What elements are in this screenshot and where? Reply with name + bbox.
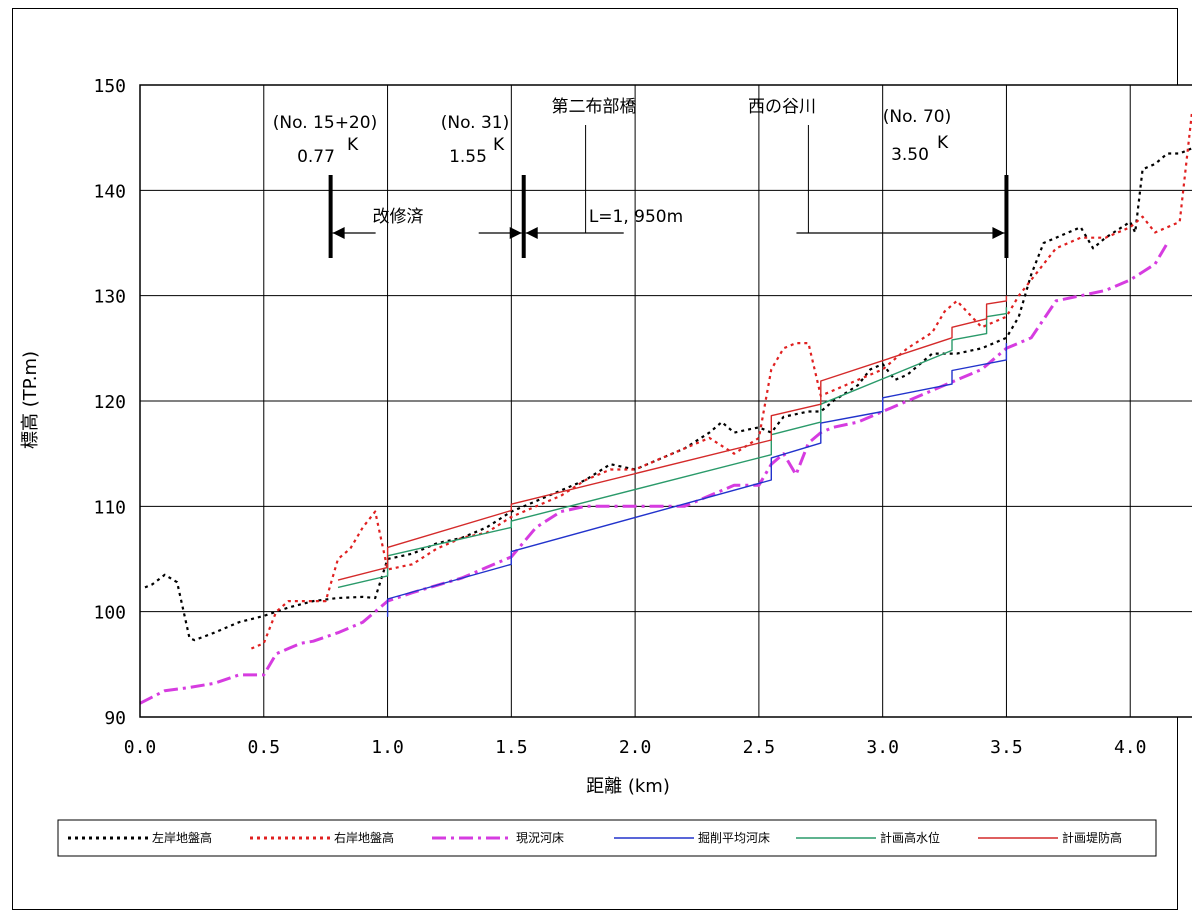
y-tick-label: 90 [104,708,126,729]
legend-label: 計画堤防高 [1062,830,1122,845]
legend: 左岸地盤高 右岸地盤高 現況河床 掘削平均河床 計画高水位 計画堤防高 [68,830,1122,845]
annotation-no15-k: K [347,135,359,155]
annotation-no70-k: K [937,133,949,153]
series-line [337,307,1008,589]
series-line [337,295,1008,581]
y-tick-label: 100 [93,603,126,624]
x-tick-labels: 0.00.51.01.52.02.53.03.54.04.5 [124,737,1147,758]
x-tick-label: 2.5 [743,737,776,758]
x-tick-label: 2.0 [619,737,652,758]
annotation-no70-label: (No. 70) [883,107,952,127]
annotation-length: L=1, 950m [589,207,683,227]
x-tick-label: 4.0 [1114,737,1147,758]
annotation-no31-label: (No. 31) [441,113,510,133]
x-tick-label: 3.0 [866,737,899,758]
arrow-head [332,227,345,239]
plot-border [139,84,1192,718]
x-tick-label: 1.5 [495,737,528,758]
legend-label: 右岸地盤高 [334,830,394,845]
legend-label: 現況河床 [516,830,564,845]
gridlines [140,85,1192,717]
y-tick-label: 120 [93,392,126,413]
legend-box [57,819,1157,857]
y-tick-label: 130 [93,287,126,308]
y-axis-label: 標高 (TP.m) [20,351,41,449]
series-line [144,147,1192,642]
annotation-no15-label: (No. 15+20) [273,113,377,133]
x-tick-label: 3.5 [990,737,1023,758]
annotation-tributary: 西の谷川 [748,97,816,117]
legend-label: 計画高水位 [880,830,940,845]
annotation-no70-km: 3.50 [891,145,929,165]
legend-label: 掘削平均河床 [698,830,770,845]
arrow-head [509,227,522,239]
y-tick-label: 140 [93,181,126,202]
series-group [139,111,1192,705]
annotation-no31-k: K [493,135,505,155]
annotation-lines [328,125,1009,258]
arrow-head [525,227,538,239]
x-tick-label: 0.5 [248,737,281,758]
legend-label: 左岸地盤高 [152,830,212,845]
series-line [386,343,1008,617]
x-axis-label: 距離 (km) [586,776,670,797]
annotation-no15-km: 0.77 [297,147,335,167]
annotation-improved: 改修済 [373,207,424,227]
x-tick-label: 1.0 [371,737,404,758]
annotation-bridge: 第二布部橋 [552,97,637,117]
annotation-no31-km: 1.55 [449,147,487,167]
y-tick-labels: 90 100 110 120 130 140 150 [93,76,126,729]
series-line [139,242,1169,705]
y-tick-label: 110 [93,497,126,518]
x-tick-label: 0.0 [124,737,157,758]
y-tick-label: 150 [93,76,126,97]
arrow-head [992,227,1005,239]
